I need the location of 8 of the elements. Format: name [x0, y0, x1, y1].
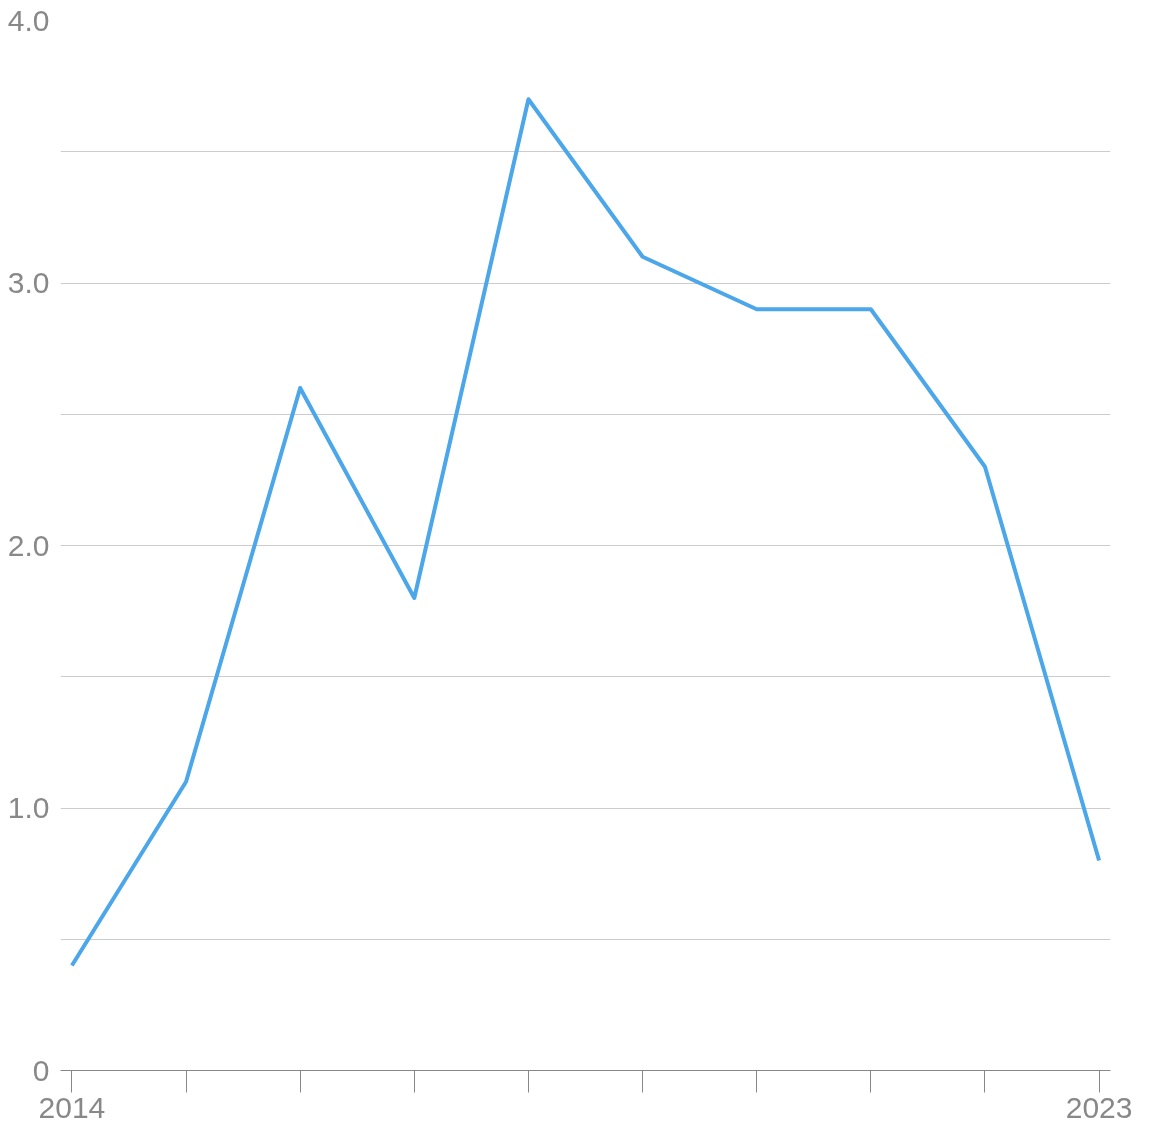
- y-tick-label: 1.0: [7, 791, 50, 824]
- line-series: [69, 97, 1102, 968]
- y-tick-label: 4.0: [7, 3, 50, 37]
- y-tick-label: 2.0: [7, 528, 50, 562]
- x-tick-label: 2014: [38, 1090, 106, 1124]
- x-tick-label: 2023: [1065, 1090, 1133, 1124]
- y-tick-label: 3.0: [7, 266, 50, 299]
- y-tick-label: 0: [32, 1053, 50, 1087]
